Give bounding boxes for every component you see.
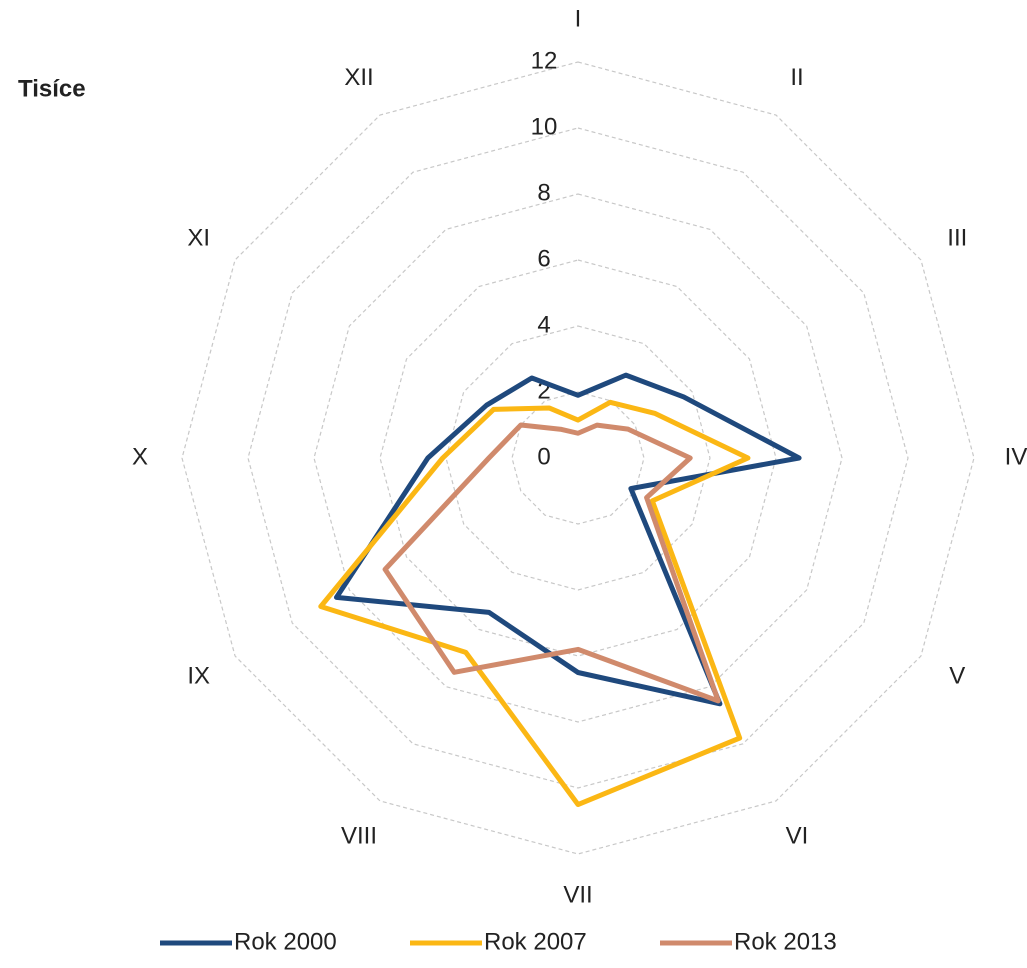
category-label: V xyxy=(949,662,965,689)
grid-line xyxy=(511,391,645,525)
y-tick-label: 10 xyxy=(531,113,558,140)
category-label: III xyxy=(947,224,967,251)
legend-label: Rok 2013 xyxy=(734,928,837,955)
grid-line xyxy=(379,259,777,657)
category-label: XI xyxy=(187,224,210,251)
category-label: XII xyxy=(344,64,373,91)
category-label: IX xyxy=(187,662,210,689)
category-label: VII xyxy=(563,881,592,908)
category-label: II xyxy=(790,64,803,91)
unit-label: Tisíce xyxy=(18,75,86,102)
legend-label: Rok 2000 xyxy=(234,928,337,955)
y-tick-label: 6 xyxy=(537,245,550,272)
y-tick-label: 4 xyxy=(537,311,550,338)
y-tick-label: 8 xyxy=(537,179,550,206)
series-line xyxy=(334,372,802,707)
legend-label: Rok 2007 xyxy=(484,928,587,955)
category-label: VIII xyxy=(341,823,377,850)
grid-line xyxy=(313,193,843,723)
category-label: I xyxy=(575,5,582,32)
grid-line xyxy=(247,127,909,789)
series-line xyxy=(318,399,751,807)
grid-line xyxy=(181,61,975,855)
category-label: X xyxy=(132,443,148,470)
series-line xyxy=(382,422,721,704)
y-tick-label: 12 xyxy=(531,47,558,74)
y-tick-label: 0 xyxy=(537,443,550,470)
category-label: VI xyxy=(786,823,809,850)
category-label: IV xyxy=(1005,443,1027,470)
grid-line xyxy=(445,325,711,591)
